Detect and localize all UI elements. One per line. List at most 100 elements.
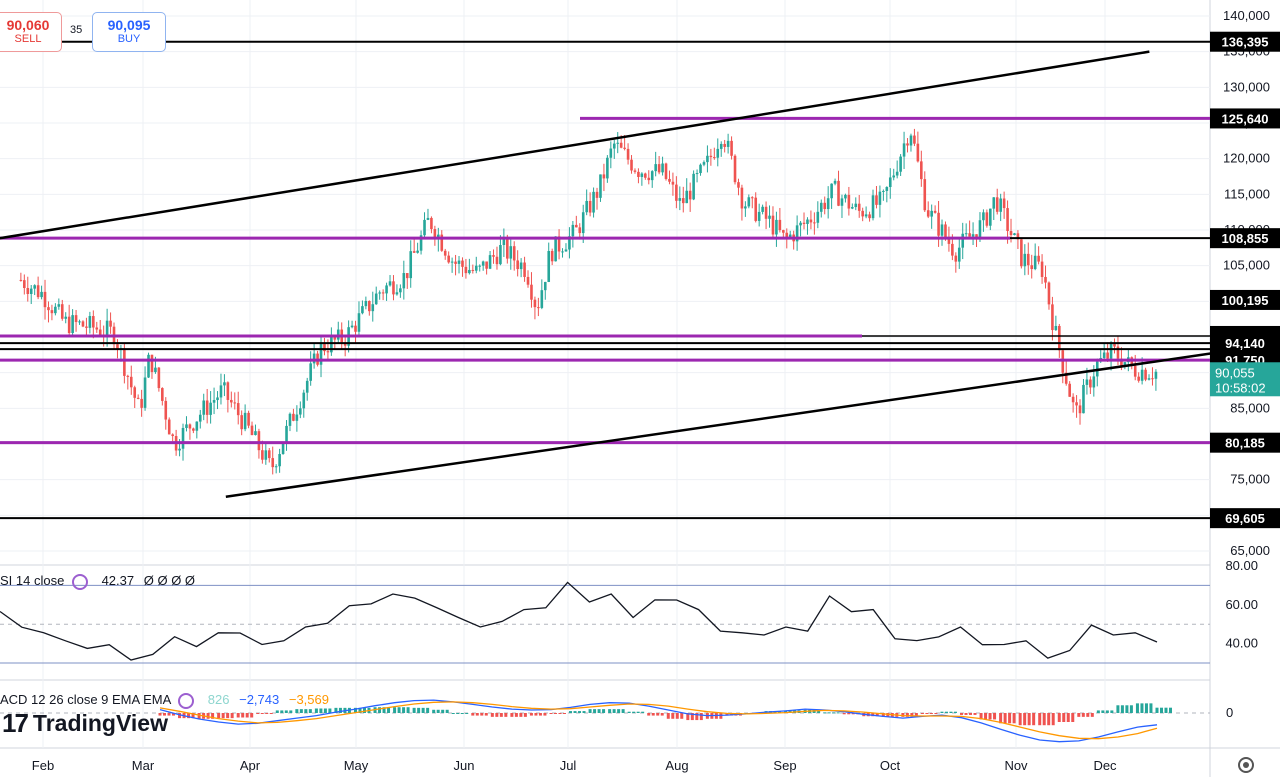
candle-down bbox=[257, 431, 261, 451]
candle-down bbox=[916, 143, 920, 162]
macd-histogram-bar bbox=[725, 713, 729, 716]
sell-price: 90,060 bbox=[6, 17, 50, 33]
buy-button[interactable]: 90,095 BUY bbox=[92, 12, 166, 52]
candle-up bbox=[833, 180, 837, 184]
macd-histogram-bar bbox=[651, 713, 655, 716]
candle-down bbox=[188, 424, 192, 429]
candle-down bbox=[19, 279, 23, 281]
level-price-tag[interactable] bbox=[1210, 31, 1280, 52]
time-axis[interactable]: Feb Mar Apr May Jun Jul Aug Sep Oct Nov Dec bbox=[32, 758, 1117, 773]
candle-up bbox=[599, 174, 602, 198]
macd-histogram-bar bbox=[1003, 713, 1007, 724]
level-price-tag[interactable] bbox=[1210, 289, 1280, 310]
candle-down bbox=[802, 222, 806, 224]
candle-down bbox=[95, 327, 99, 330]
sell-button[interactable]: 90,060 SELL bbox=[0, 12, 62, 52]
candle-up bbox=[426, 217, 430, 220]
indicator-settings-icon[interactable] bbox=[71, 573, 88, 590]
candle-up bbox=[806, 219, 809, 224]
candle-down bbox=[133, 387, 137, 398]
candle-up bbox=[799, 222, 802, 226]
candle-up bbox=[330, 336, 333, 353]
candle-up bbox=[702, 162, 706, 165]
candle-down bbox=[405, 273, 409, 279]
macd-histogram-bar bbox=[558, 713, 562, 714]
channel-trendline[interactable] bbox=[0, 50, 1150, 247]
candle-down bbox=[226, 382, 230, 400]
candle-down bbox=[1040, 261, 1044, 277]
macd-histogram-bar bbox=[608, 709, 612, 713]
candle-down bbox=[668, 178, 671, 182]
candle-up bbox=[488, 255, 492, 269]
level-price-tag[interactable] bbox=[1210, 108, 1280, 129]
candle-up bbox=[716, 148, 720, 158]
channel-trendline[interactable] bbox=[225, 350, 1227, 499]
level-price-tag[interactable] bbox=[1210, 333, 1280, 354]
macd-signal-value: −3,569 bbox=[288, 692, 329, 707]
macd-histogram-bar bbox=[226, 713, 230, 719]
candle-up bbox=[878, 191, 882, 205]
macd-histogram-bar bbox=[353, 707, 357, 713]
candle-down bbox=[271, 458, 275, 468]
rsi-tick-label: 40.00 bbox=[1225, 636, 1258, 651]
candle-down bbox=[98, 329, 102, 336]
macd-histogram-bar bbox=[597, 709, 601, 713]
candle-down bbox=[906, 143, 909, 146]
candle-down bbox=[944, 224, 947, 238]
candle-up bbox=[481, 261, 485, 266]
candle-up bbox=[64, 316, 68, 319]
candle-down bbox=[247, 412, 250, 426]
candle-down bbox=[602, 174, 606, 179]
macd-histogram-bar bbox=[914, 713, 918, 717]
candle-down bbox=[823, 202, 827, 210]
candle-down bbox=[933, 210, 937, 213]
macd-legend[interactable]: ACD 12 26 close 9 EMA EMA 826 −2,743 −3,… bbox=[0, 692, 329, 709]
rsi-legend[interactable]: SI 14 close 42.37 Ø Ø Ø Ø bbox=[0, 573, 195, 590]
candle-up bbox=[788, 234, 792, 238]
price-tick-label: 105,000 bbox=[1223, 258, 1270, 273]
macd-histogram-bar bbox=[1027, 713, 1031, 726]
macd-histogram-bar bbox=[675, 713, 679, 719]
drawing-layer[interactable] bbox=[0, 40, 1227, 520]
candle-up bbox=[388, 281, 392, 286]
macd-histogram-bar bbox=[627, 711, 631, 713]
candle-down bbox=[140, 398, 143, 408]
macd-histogram-bar bbox=[1077, 713, 1081, 717]
macd-histogram-bar bbox=[490, 713, 494, 717]
macd-histogram-bar bbox=[523, 713, 527, 717]
macd-histogram-bar bbox=[1086, 713, 1090, 717]
candle-down bbox=[1068, 383, 1071, 397]
macd-histogram-bar bbox=[621, 709, 625, 713]
candle-down bbox=[354, 325, 357, 332]
candle-down bbox=[368, 301, 371, 312]
macd-histogram-bar bbox=[504, 713, 508, 717]
indicator-settings-icon[interactable] bbox=[178, 692, 195, 709]
candle-down bbox=[50, 310, 54, 314]
price-tick-label: 140,000 bbox=[1223, 8, 1270, 23]
candle-up bbox=[1102, 352, 1106, 358]
candle-down bbox=[292, 413, 295, 421]
tradingview-logo[interactable]: 17 TradingView bbox=[2, 708, 168, 739]
level-price-tag[interactable] bbox=[1210, 228, 1280, 249]
candle-down bbox=[537, 307, 540, 309]
price-axis[interactable]: 140,000135,000130,000125,000120,000115,0… bbox=[1210, 8, 1280, 558]
candle-up bbox=[212, 400, 216, 403]
candle-up bbox=[540, 290, 544, 308]
macd-histogram-bar bbox=[167, 713, 171, 716]
settings-icon[interactable] bbox=[1238, 757, 1254, 773]
candle-down bbox=[485, 261, 488, 269]
candle-down bbox=[1058, 325, 1061, 351]
candle-up bbox=[826, 198, 830, 210]
macd-histogram-bar bbox=[680, 713, 684, 719]
macd-histogram-bar bbox=[690, 713, 694, 721]
price-tick-label: 85,000 bbox=[1230, 400, 1270, 415]
candle-up bbox=[198, 414, 202, 422]
level-price-tag[interactable] bbox=[1210, 432, 1280, 453]
candle-down bbox=[637, 171, 640, 177]
level-price-tag[interactable] bbox=[1210, 508, 1280, 529]
current-price-tag[interactable] bbox=[1210, 362, 1280, 397]
macd-histogram-bar bbox=[1066, 713, 1070, 722]
macd-histogram-bar bbox=[582, 711, 586, 713]
candle-down bbox=[920, 161, 923, 180]
